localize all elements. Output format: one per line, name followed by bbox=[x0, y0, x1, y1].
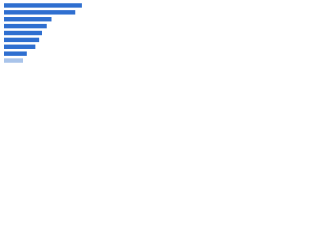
bar bbox=[4, 58, 23, 63]
bar bbox=[4, 44, 36, 49]
bar bbox=[4, 37, 40, 43]
bar bbox=[4, 23, 47, 29]
page: {"chart_data": {"type": "bar", "orientat… bbox=[0, 0, 100, 71]
bar bbox=[4, 17, 52, 22]
bar bbox=[4, 3, 82, 8]
bar bbox=[4, 10, 76, 15]
bar bbox=[4, 30, 42, 36]
bar bbox=[4, 51, 27, 56]
chart bbox=[4, 3, 82, 63]
